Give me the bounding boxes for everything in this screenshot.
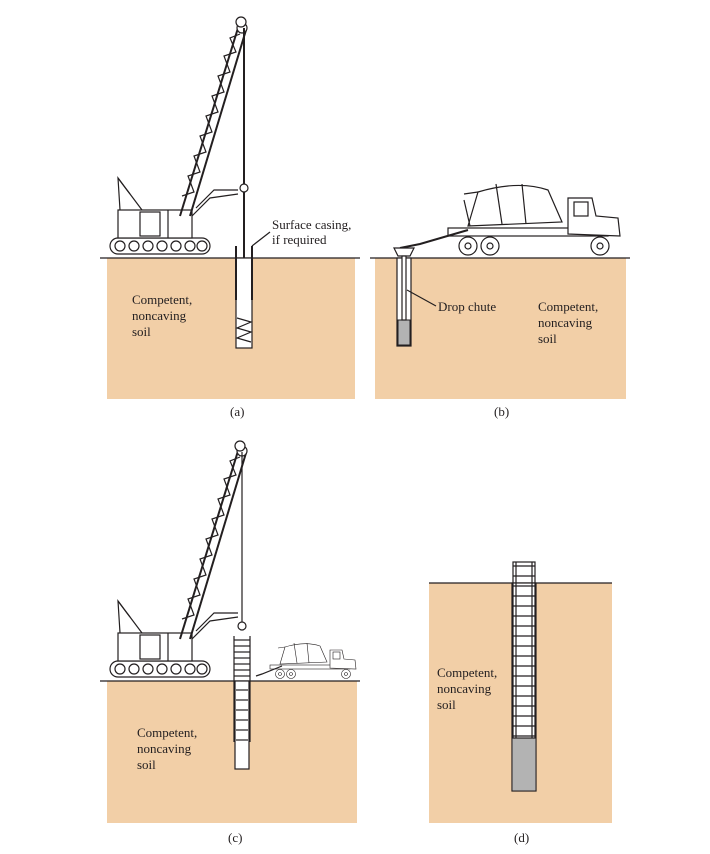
- concrete-truck-c: [269, 642, 357, 679]
- panel-d: Competent, noncaving soil (d): [429, 561, 612, 845]
- kelly-connection-a: [239, 183, 249, 193]
- soil-label-b-line2: noncaving: [538, 315, 593, 330]
- rebar-cage-d: [512, 561, 536, 739]
- soil-label-a-line1: Competent,: [132, 292, 192, 307]
- soil-label-d-line2: noncaving: [437, 681, 492, 696]
- crane-a: [109, 22, 248, 255]
- soil-label-a-line2: noncaving: [132, 308, 187, 323]
- caption-a: (a): [230, 404, 244, 419]
- soil-block-a: [107, 258, 355, 399]
- hopper-b: [393, 247, 415, 257]
- soil-label-b-line3: soil: [538, 331, 557, 346]
- soil-label-c-line2: noncaving: [137, 741, 192, 756]
- caption-d: (d): [514, 830, 529, 845]
- panel-c: Competent, noncaving soil (c): [100, 440, 360, 845]
- drop-chute-b: [401, 255, 407, 321]
- callout-leader-a: [251, 231, 271, 247]
- concrete-fill-b: [397, 319, 411, 346]
- auger-a: [235, 317, 253, 343]
- caption-b: (b): [494, 404, 509, 419]
- concrete-fill-d: [511, 737, 537, 792]
- callout-surface-casing-line1: Surface casing,: [272, 217, 351, 232]
- truck-chute-b: [399, 229, 469, 249]
- boom-tip-sheave-c: [234, 440, 246, 452]
- soil-label-d-line3: soil: [437, 697, 456, 712]
- callout-leader-b: [406, 289, 437, 307]
- hook-c: [237, 621, 247, 631]
- soil-label-d-line1: Competent,: [437, 665, 497, 680]
- soil-block-c: [107, 681, 357, 823]
- soil-label-c-line1: Competent,: [137, 725, 197, 740]
- soil-block-b: [375, 258, 626, 399]
- soil-label-c-line3: soil: [137, 757, 156, 772]
- soil-label-b-line1: Competent,: [538, 299, 598, 314]
- callout-drop-chute: Drop chute: [438, 299, 496, 314]
- borehole-a: [235, 257, 253, 349]
- crane-c: [109, 445, 248, 678]
- borehole-c: [234, 680, 250, 770]
- concrete-truck-b: [447, 183, 621, 256]
- truck-chute-c: [255, 665, 283, 677]
- panel-a: Surface casing, if required Competent, n…: [100, 16, 360, 419]
- callout-surface-casing-line2: if required: [272, 232, 327, 247]
- caption-c: (c): [228, 830, 242, 845]
- soil-label-a-line3: soil: [132, 324, 151, 339]
- panel-b: Drop chute Competent, noncaving soil (b): [370, 183, 630, 419]
- boom-tip-sheave-a: [235, 16, 247, 28]
